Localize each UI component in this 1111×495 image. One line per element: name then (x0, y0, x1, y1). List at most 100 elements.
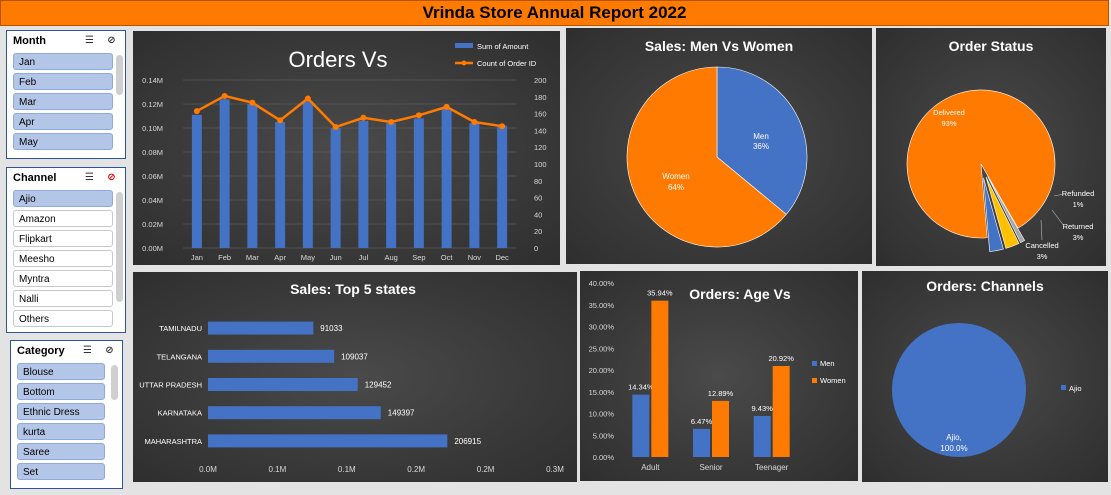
y-left-tick-label: 0.02M (142, 220, 163, 229)
x-tick-label: Feb (218, 253, 231, 262)
leader-line (1053, 193, 1065, 197)
bar-sum-of-amount (358, 120, 369, 248)
multi-select-icon[interactable]: ☰ (85, 172, 94, 183)
x-tick-label: Senior (699, 463, 722, 472)
x-tick-label: May (301, 253, 315, 262)
month-slicer-item[interactable]: Feb (13, 73, 113, 90)
bar-state (208, 378, 358, 391)
chart-title: Sales: Top 5 states (290, 281, 416, 297)
gender-chart-panel: Sales: Men Vs Women Men 36% Women 64% (566, 28, 872, 264)
line-point (277, 117, 284, 124)
clear-filter-icon[interactable]: ⊘ (107, 172, 116, 183)
category-scrollbar[interactable] (111, 365, 118, 400)
multi-select-icon[interactable]: ☰ (85, 35, 94, 46)
y-right-tick-label: 160 (534, 110, 547, 119)
bar-sum-of-amount (302, 101, 313, 248)
y-right-tick-label: 80 (534, 177, 542, 186)
legend-swatch-ajio (1061, 385, 1066, 390)
slice-label: 93% (941, 119, 956, 128)
bar-sum-of-amount (330, 128, 341, 248)
leader-line (1040, 219, 1043, 241)
category-slicer[interactable]: Category ☰ ⊘ Blouse Bottom Ethnic Dress kur… (10, 340, 123, 489)
slice-label-value: 36% (753, 142, 769, 151)
x-tick-label: Teenager (755, 463, 789, 472)
legend-swatch-women (812, 378, 817, 383)
category-slicer-item[interactable]: Bottom (17, 383, 105, 400)
channel-scrollbar[interactable] (116, 192, 123, 302)
x-tick-label: Aug (384, 253, 397, 262)
category-slicer-title: Category (17, 345, 65, 357)
category-slicer-item[interactable]: kurta (17, 423, 105, 440)
line-point (471, 119, 478, 125)
data-label: 91033 (320, 324, 343, 333)
month-slicer-item[interactable]: Mar (13, 93, 113, 110)
orders-chart-panel: Orders Vs 0.00M 0.02M 0.04M 0.06M 0.08M 0.10M 0… (133, 31, 560, 265)
category-label: TAMILNADU (159, 324, 202, 333)
channel-slicer-item[interactable]: Others (13, 310, 113, 327)
y-left-tick-label: 0.12M (142, 100, 163, 109)
channel-slicer-item[interactable]: Ajio (13, 190, 113, 207)
month-slicer[interactable]: Month ☰ ⊘ Jan Feb Mar Apr May (6, 30, 126, 159)
category-slicer-item[interactable]: Blouse (17, 363, 105, 380)
category-slicer-item[interactable]: Saree (17, 443, 105, 460)
x-tick-label: Sep (412, 253, 425, 262)
states-chart: Sales: Top 5 states 0.0M 0.1M 0.1M 0.2M 0.2M 0… (139, 281, 564, 474)
channel-slicer-item[interactable]: Meesho (13, 250, 113, 267)
data-label: 109037 (341, 352, 368, 361)
data-label: 149397 (388, 409, 415, 418)
multi-select-icon[interactable]: ☰ (83, 345, 92, 356)
bar-women (772, 365, 790, 457)
bar-women (651, 300, 669, 457)
pie-slice-cancelled (983, 177, 1004, 252)
category-slicer-item[interactable]: Set (17, 463, 105, 480)
x-tick-label: Oct (441, 253, 454, 262)
y-tick-label: 20.00% (589, 366, 615, 375)
legend-label: Ajio (1069, 384, 1082, 393)
month-slicer-item[interactable]: Apr (13, 113, 113, 130)
clear-filter-icon[interactable]: ⊘ (105, 345, 114, 356)
x-tick-label: Nov (468, 253, 482, 262)
bar-sum-of-amount (497, 125, 508, 248)
bar-sum-of-amount (386, 123, 397, 248)
slice-label: 3% (1037, 252, 1048, 261)
status-chart: Order Status Delivered 93% Refunded 1% Return… (906, 38, 1095, 261)
data-label: 35.94% (647, 289, 673, 298)
channel-slicer[interactable]: Channel ☰ ⊘ Ajio Amazon Flipkart Meesho Mynt… (6, 167, 126, 333)
channel-slicer-item[interactable]: Myntra (13, 270, 113, 287)
category-label: MAHARASHTRA (144, 437, 202, 446)
x-tick-label: 0.0M (199, 465, 217, 474)
y-right-tick-label: 100 (534, 160, 547, 169)
line-count-of-order-id (196, 94, 503, 129)
pie-slice-returned (985, 176, 1020, 249)
data-label: 20.92% (768, 354, 794, 363)
month-slicer-item[interactable]: May (13, 133, 113, 150)
y-right-tick-label: 140 (534, 126, 547, 135)
bar-state (208, 406, 381, 420)
line-point (304, 95, 311, 102)
bar-sum-of-amount (219, 99, 230, 248)
legend-swatch-marker (461, 60, 467, 66)
channel-slicer-item[interactable]: Nalli (13, 290, 113, 307)
x-tick-label: 0.1M (338, 465, 356, 474)
x-tick-label: Apr (274, 253, 286, 262)
channel-slicer-item[interactable]: Flipkart (13, 230, 113, 247)
y-tick-label: 0.00% (593, 453, 615, 462)
slice-label: Refunded (1062, 189, 1095, 198)
month-scrollbar[interactable] (116, 55, 123, 95)
category-slicer-item[interactable]: Ethnic Dress (17, 403, 105, 420)
x-tick-label: Jan (191, 253, 203, 262)
y-tick-label: 25.00% (589, 344, 615, 353)
line-point (499, 123, 506, 130)
bar-women (712, 400, 729, 457)
slice-label: Delivered (933, 108, 965, 117)
y-right-tick-label: 200 (534, 76, 547, 85)
data-label: 129452 (365, 381, 392, 390)
bar-state (208, 349, 335, 363)
bar-sum-of-amount (441, 108, 452, 248)
category-label: KARNATAKA (158, 409, 202, 418)
month-slicer-item[interactable]: Jan (13, 53, 113, 70)
clear-filter-icon[interactable]: ⊘ (107, 35, 116, 46)
orders-chart: Orders Vs 0.00M 0.02M 0.04M 0.06M 0.08M 0.10M 0… (142, 42, 547, 262)
channel-slicer-item[interactable]: Amazon (13, 210, 113, 227)
